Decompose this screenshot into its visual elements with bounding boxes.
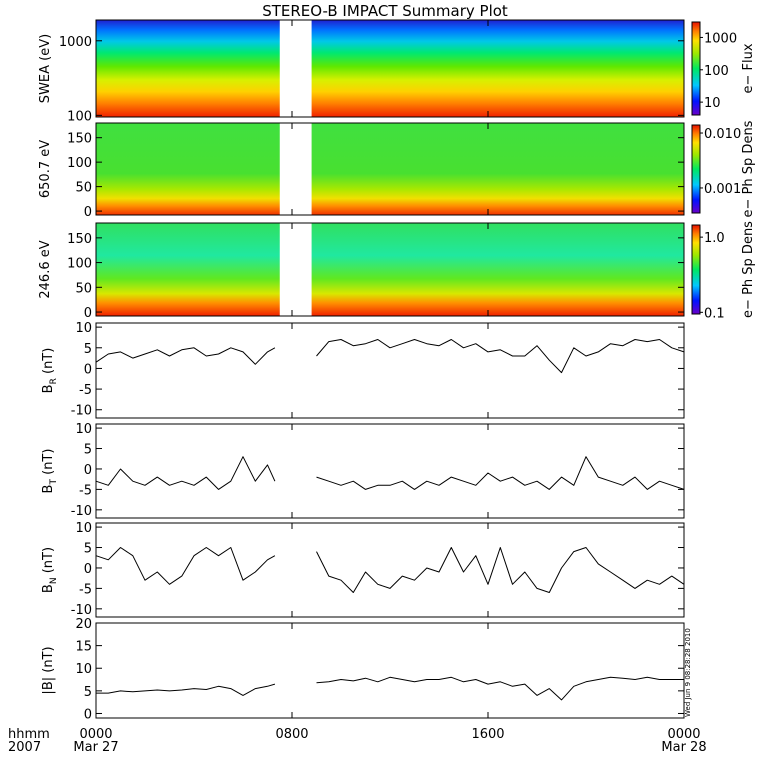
pad246-data-gap — [279, 222, 312, 317]
pad650-colorbar — [692, 125, 700, 213]
panel-bt: -10 -5 0 5 10 BT (nT) — [41, 422, 685, 519]
swea-colorbar-frame — [691, 21, 701, 116]
bt-trace-segment — [316, 456, 685, 490]
panel-swea: 100 1000 SWEA (eV) 10 100 1000 e− Flux — [38, 19, 756, 124]
pad650-colorbar-label: e− Ph Sp Dens — [741, 120, 756, 217]
bmag-trace-segment — [316, 676, 684, 701]
swea-ytick-label: 1000 — [59, 35, 92, 50]
pad246-colorbar-frame — [691, 224, 701, 315]
bmag-ytick-label: 0 — [84, 707, 92, 722]
br-ytick-label: -5 — [79, 383, 92, 398]
swea-colorbar — [692, 22, 700, 115]
br-trace-segment — [95, 347, 276, 365]
br-frame — [95, 322, 685, 419]
bn-trace-segment — [316, 547, 685, 593]
pad246-colorbar-tick-label: 0.1 — [704, 306, 725, 321]
br-ylabel: BR (nT) — [41, 348, 59, 394]
timestamp-text: Wed Jun 9 08:28:28 2010 — [684, 628, 692, 717]
bt-ytick-label: -10 — [71, 504, 92, 519]
pad650-spectrogram — [96, 123, 684, 215]
time-axis-row2-label: 2007 — [8, 740, 41, 755]
bmag-ytick-label: 15 — [75, 640, 92, 655]
swea-colorbar-tick-label: 100 — [704, 64, 729, 79]
pad246-colorbar — [692, 225, 700, 314]
pad246-colorbar-tick-label: 1.0 — [704, 231, 725, 246]
pad246-spectrogram — [96, 223, 684, 316]
panel-bmag: 0 5 10 15 20 |B| (nT) — [41, 617, 685, 722]
bn-ylabel: BN (nT) — [41, 547, 59, 593]
swea-ylabel: SWEA (eV) — [38, 34, 53, 103]
pad246-ytick-label: 100 — [67, 257, 92, 272]
pad246-ylabel: 246.6 eV — [38, 240, 53, 298]
bt-ytick-label: 0 — [84, 463, 92, 478]
bn-frame — [95, 522, 685, 618]
pad650-ytick-label: 100 — [67, 156, 92, 171]
br-ytick-label: 0 — [84, 362, 92, 377]
bn-ytick-label: 10 — [75, 521, 92, 536]
swea-spectrogram — [96, 20, 684, 117]
plot-title: STEREO-B IMPACT Summary Plot — [262, 2, 508, 20]
pad246-ytick-label: 50 — [75, 281, 92, 296]
bmag-trace-segment — [96, 683, 276, 696]
bt-ytick-label: 10 — [75, 422, 92, 437]
pad650-frame — [95, 122, 685, 216]
pad246-colorbar-label: e− Ph Sp Dens — [741, 221, 756, 318]
time-axis-row1-label: hhmm — [8, 727, 50, 742]
swea-colorbar-tick-label: 1000 — [704, 31, 737, 46]
pad246-ytick-label: 150 — [67, 232, 92, 247]
time-tick-label: 0000 — [79, 727, 112, 742]
pad246-frame — [95, 222, 685, 317]
br-ytick-label: 5 — [84, 342, 92, 357]
bmag-frame — [95, 622, 685, 719]
time-tick-date-label: Mar 27 — [73, 740, 118, 755]
bmag-ytick-label: 5 — [84, 685, 92, 700]
bn-ytick-label: 5 — [84, 542, 92, 557]
pad650-colorbar-frame — [691, 124, 701, 214]
swea-data-gap — [279, 19, 312, 118]
bt-trace-segment — [95, 456, 276, 490]
bmag-ytick-label: 10 — [75, 662, 92, 677]
pad650-ytick-label: 150 — [67, 132, 92, 147]
br-ytick-label: 10 — [75, 321, 92, 336]
bn-ytick-label: -10 — [71, 603, 92, 618]
swea-ytick-label: 100 — [67, 109, 92, 124]
br-trace-segment — [316, 339, 685, 374]
panel-bn: -10 -5 0 5 10 BN (nT) — [41, 521, 685, 618]
pad650-ylabel: 650.7 eV — [38, 140, 53, 198]
bt-ytick-label: 5 — [84, 443, 92, 458]
bmag-ytick-label: 20 — [75, 617, 92, 632]
bn-trace-segment — [95, 547, 276, 585]
panel-br: -10 -5 0 5 10 BR (nT) — [41, 321, 685, 419]
time-tick-label: 1600 — [471, 727, 504, 742]
swea-frame — [95, 19, 685, 118]
time-tick-date-label: Mar 28 — [661, 740, 706, 755]
bn-ytick-label: -5 — [79, 582, 92, 597]
panel-pad650: 0 50 100 150 650.7 eV 0.001 0.010 e− Ph Sp Dens — [38, 120, 756, 220]
pad650-ytick-label: 0 — [84, 205, 92, 220]
pad246-ytick-label: 0 — [84, 306, 92, 321]
bmag-ylabel: |B| (nT) — [41, 646, 56, 694]
bt-frame — [95, 423, 685, 519]
br-ytick-label: -10 — [71, 404, 92, 419]
time-tick-label: 0000 — [667, 727, 700, 742]
swea-colorbar-label: e− Flux — [741, 43, 756, 93]
pad650-colorbar-tick-label: 0.010 — [704, 127, 741, 142]
pad650-colorbar-tick-label: 0.001 — [704, 182, 741, 197]
bn-ytick-label: 0 — [84, 562, 92, 577]
time-tick-label: 0800 — [275, 727, 308, 742]
bt-ylabel: BT (nT) — [41, 449, 59, 494]
panel-pad246: 0 50 100 150 246.6 eV 0.1 1.0 e− Ph Sp Dens — [38, 221, 756, 321]
pad650-data-gap — [279, 122, 312, 216]
bt-ytick-label: -5 — [79, 483, 92, 498]
pad650-ytick-label: 50 — [75, 181, 92, 196]
swea-colorbar-tick-label: 10 — [704, 96, 721, 111]
